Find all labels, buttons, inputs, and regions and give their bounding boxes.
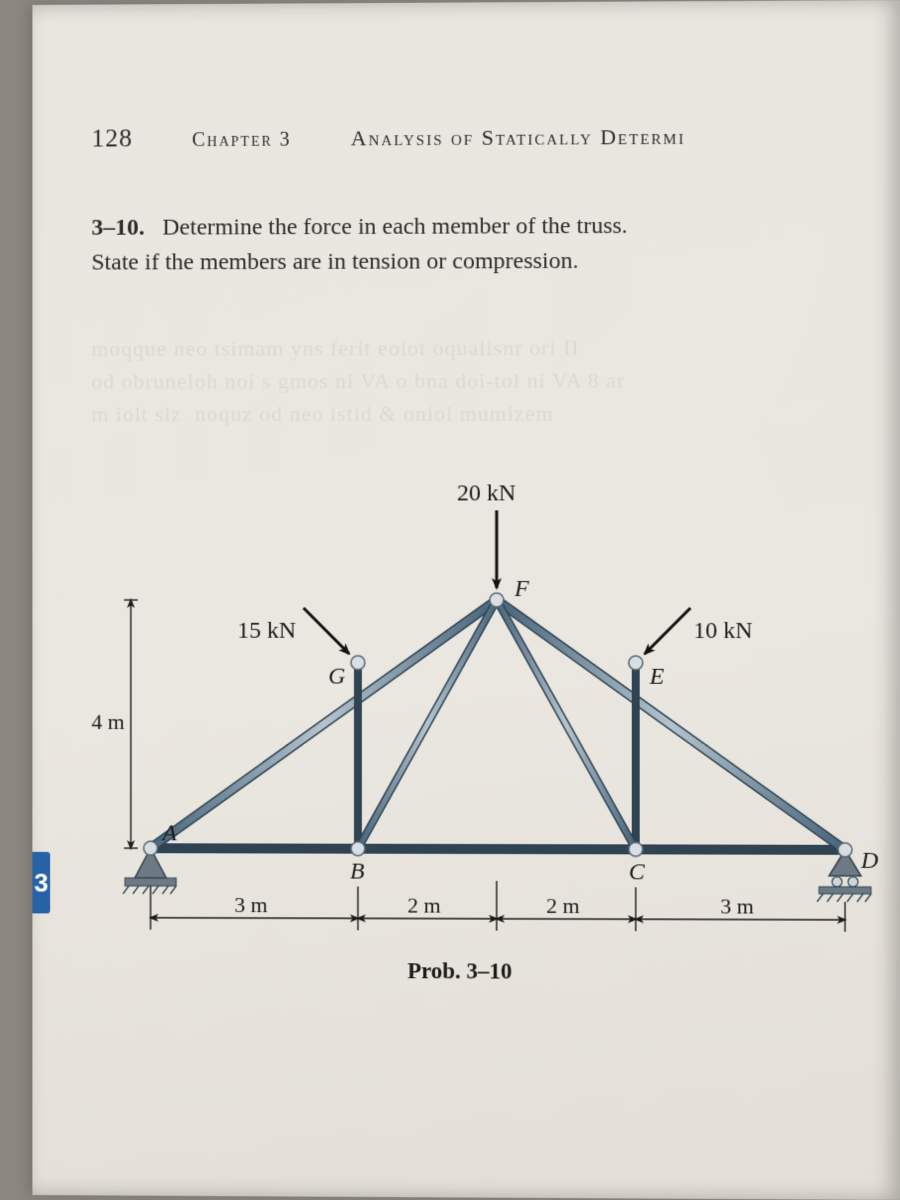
node-f-label: F (514, 576, 530, 602)
chapter-tab: 3 (32, 852, 50, 914)
height-label: 4 m (91, 709, 124, 734)
running-head: 128 Chapter 3 Analysis of Statically Det… (91, 120, 900, 153)
problem-statement: 3–10. Determine the force in each member… (91, 208, 875, 280)
load-left: 15 kN (237, 608, 349, 654)
problem-line-1: Determine the force in each member of th… (162, 213, 627, 241)
figure-caption: Prob. 3–10 (407, 958, 512, 983)
node-c-label: C (629, 859, 646, 885)
span-3-label: 2 m (546, 893, 579, 918)
truss-figure: 4 m (91, 480, 885, 1040)
truss-web-members (358, 600, 636, 849)
chapter-title: Analysis of Statically Determi (351, 124, 686, 151)
span-1-label: 3 m (234, 892, 267, 917)
load-top: 20 kN (457, 480, 516, 588)
truss-svg: 4 m (91, 480, 885, 1040)
load-right-label: 10 kN (693, 618, 752, 644)
textbook-page: 3 128 Chapter 3 Analysis of Statically D… (32, 0, 900, 1200)
node-e-label: E (649, 664, 665, 690)
span-4-label: 3 m (720, 893, 753, 918)
page-content: 128 Chapter 3 Analysis of Statically Det… (91, 120, 900, 280)
node-b-label: B (350, 859, 365, 885)
problem-line-2: State if the members are in tension or c… (91, 248, 578, 275)
truss-web-fill (358, 600, 636, 849)
height-dimension: 4 m (91, 600, 137, 848)
page-number: 128 (91, 124, 132, 154)
load-right: 10 kN (645, 608, 753, 654)
load-top-label: 20 kN (457, 480, 516, 506)
node-g-label: G (328, 664, 345, 690)
node-a-label: A (160, 820, 177, 846)
problem-number: 3–10. (91, 215, 144, 241)
node-d-label: D (860, 848, 878, 874)
photo-background: 3 128 Chapter 3 Analysis of Statically D… (0, 0, 900, 1200)
span-2-label: 2 m (407, 893, 440, 918)
chapter-label: Chapter 3 (192, 129, 292, 152)
page-bleedthrough: moqque neo tsimam yns ferit eoiot oquali… (91, 331, 625, 431)
load-left-label: 15 kN (237, 618, 296, 644)
